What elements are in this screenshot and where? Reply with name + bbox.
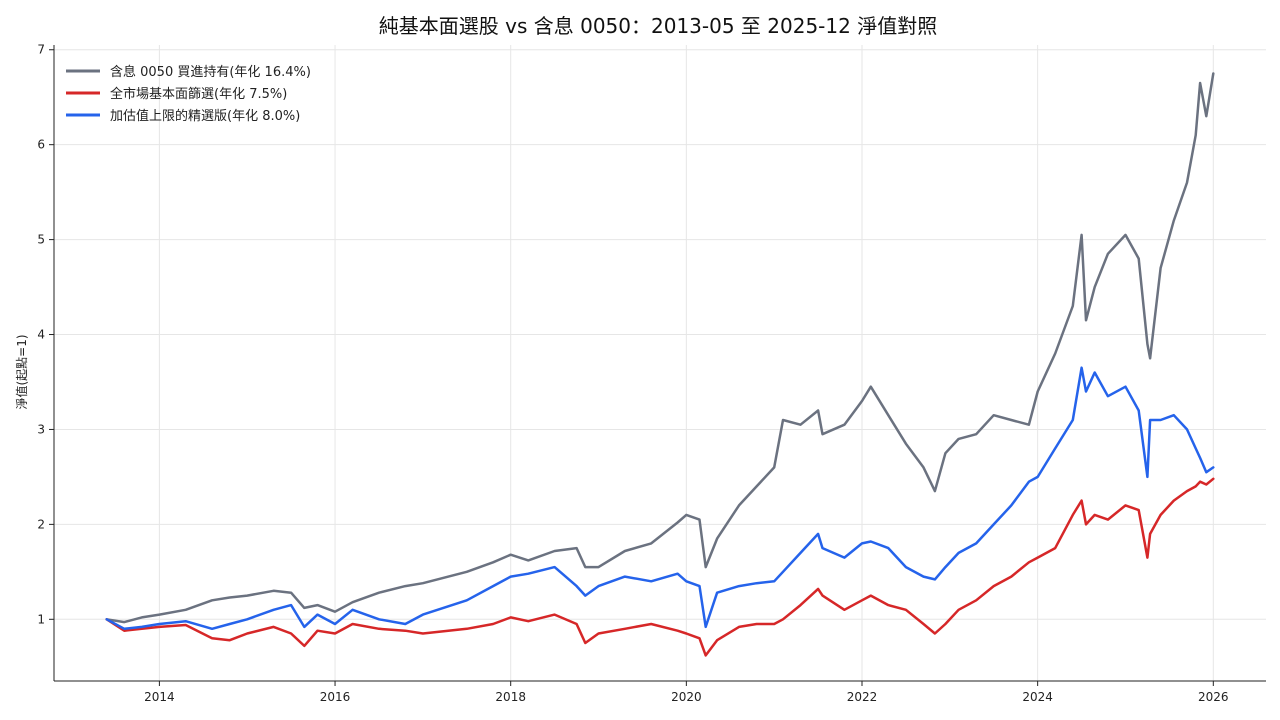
y-tick-label: 6: [37, 138, 45, 152]
x-tick-label: 2024: [1022, 690, 1053, 704]
y-tick-label: 1: [37, 612, 45, 626]
series-line-1: [105, 72, 1215, 624]
y-tick-label: 2: [37, 517, 45, 531]
x-tick-label: 2014: [144, 690, 175, 704]
x-tick-label: 2016: [320, 690, 351, 704]
y-tick-label: 5: [37, 233, 45, 247]
y-tick-label: 3: [37, 422, 45, 436]
x-tick-label: 2018: [495, 690, 526, 704]
series-line-3: [105, 366, 1215, 631]
x-tick-label: 2026: [1198, 690, 1229, 704]
y-tick-label: 4: [37, 328, 45, 342]
legend-label-3: 加估值上限的精選版(年化 8.0%): [110, 108, 300, 124]
y-tick-label: 7: [37, 43, 45, 57]
legend-label-1: 含息 0050 買進持有(年化 16.4%): [110, 64, 311, 80]
legend: 含息 0050 買進持有(年化 16.4%) 全市場基本面篩選(年化 7.5%) 加…: [66, 64, 311, 124]
series-layer: [105, 72, 1215, 657]
y-axis-label: 淨值(起點=1): [14, 334, 29, 409]
x-tick-label: 2022: [847, 690, 878, 704]
grid-layer: [54, 45, 1266, 681]
series-line-2: [105, 477, 1215, 657]
legend-label-2: 全市場基本面篩選(年化 7.5%): [110, 86, 287, 102]
x-tick-label: 2020: [671, 690, 702, 704]
axes-layer: 2014 2016 2018 2020 2022 2024 2026 1 2 3 4 5 6 7: [37, 43, 1266, 704]
chart-title: 純基本面選股 vs 含息 0050：2013-05 至 2025-12 淨值對照: [379, 14, 937, 38]
